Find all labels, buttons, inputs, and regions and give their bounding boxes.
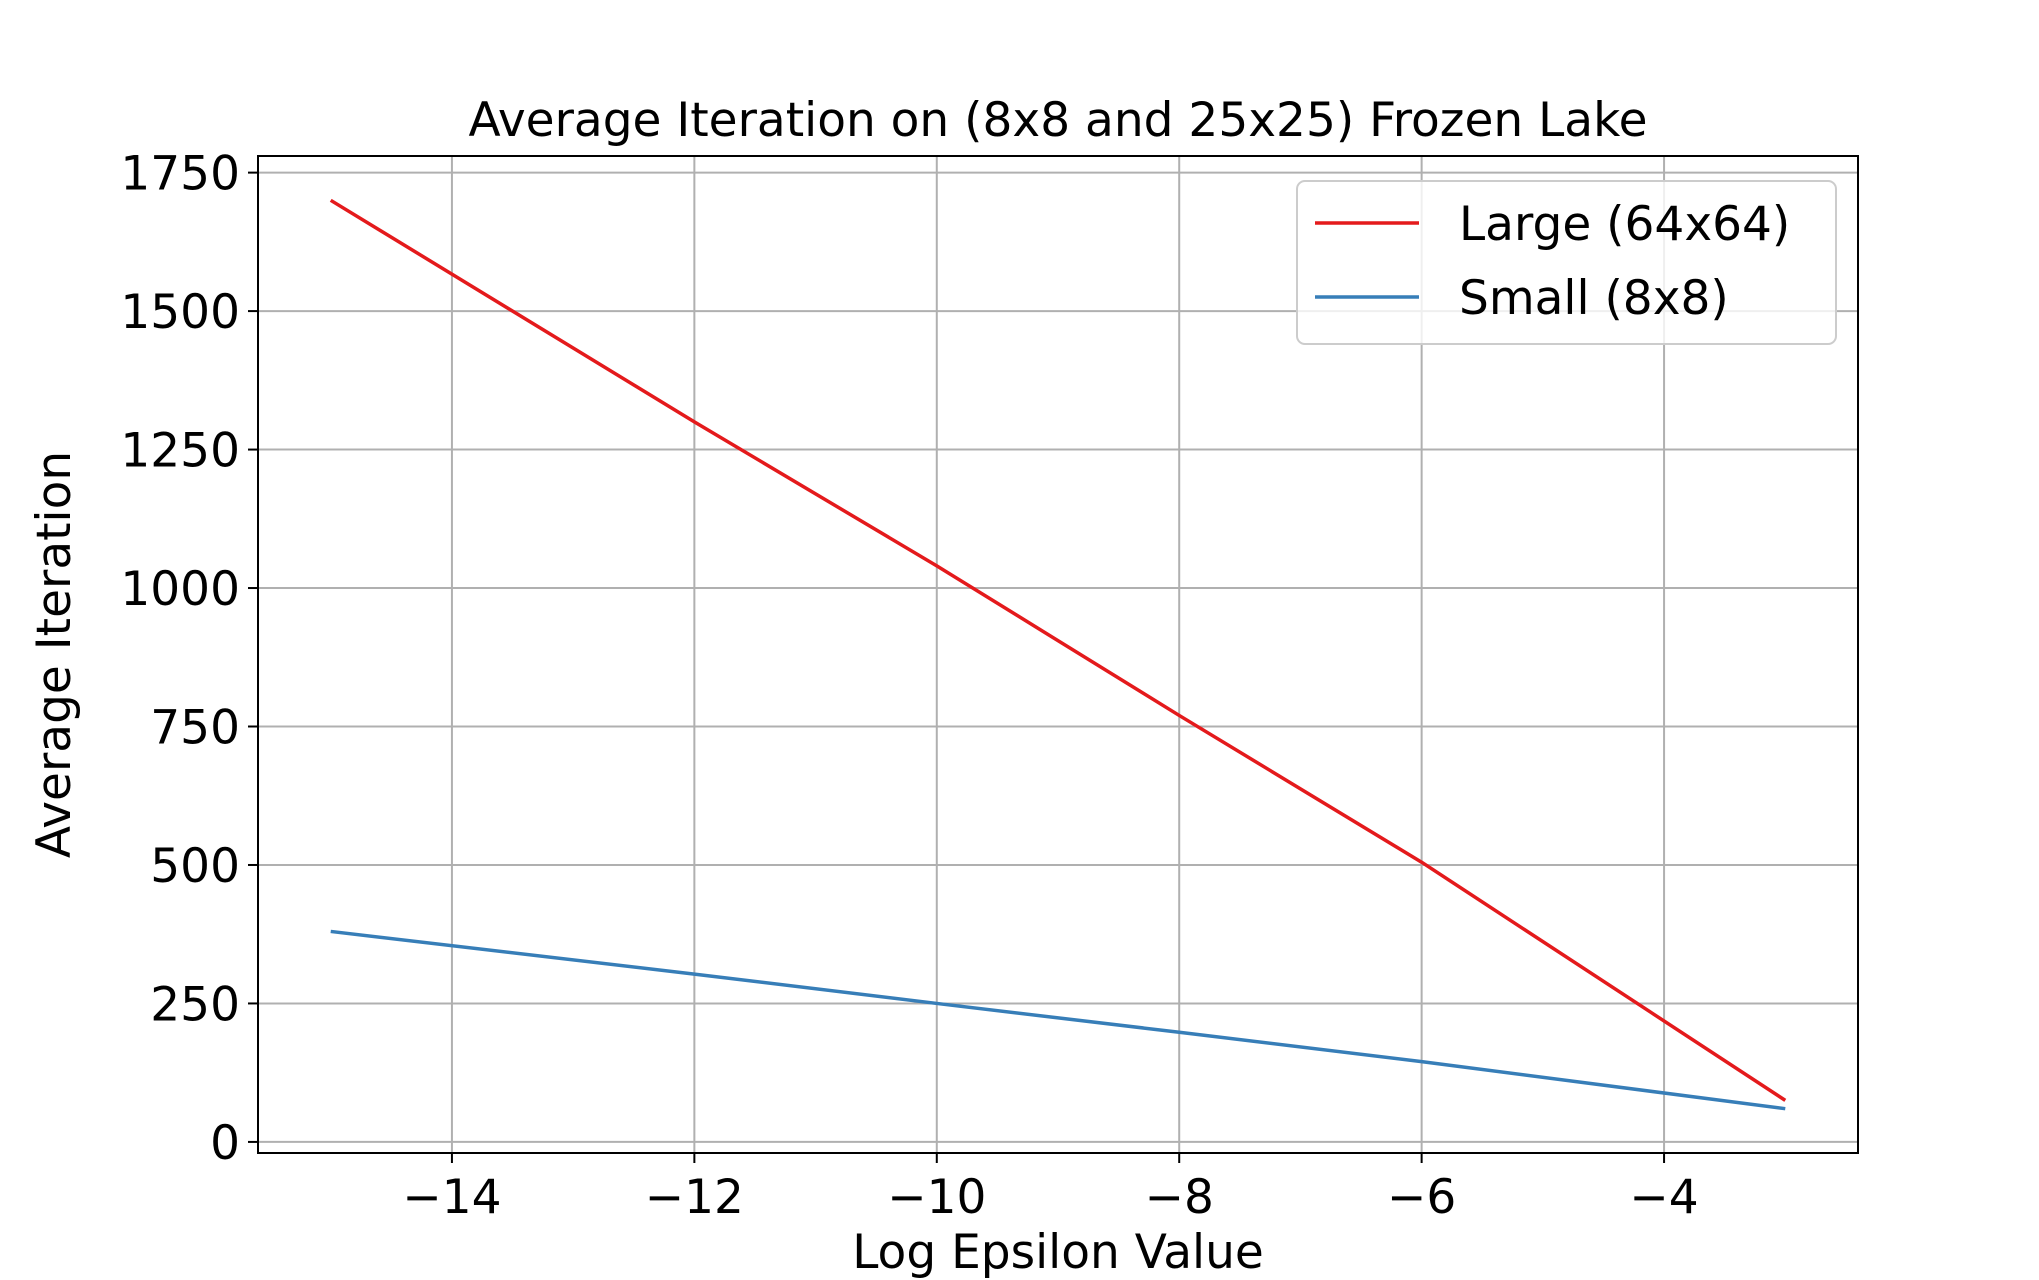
y-tick-label: 500 (150, 839, 240, 894)
legend-label: Large (64x64) (1459, 197, 1790, 252)
y-tick-label: 1750 (120, 147, 240, 202)
x-axis-label: Log Epsilon Value (852, 1225, 1264, 1280)
series-line-small (330, 929, 1786, 1111)
legend: Large (64x64) Small (8x8) (1296, 180, 1837, 345)
y-tick-label: 0 (210, 1116, 240, 1171)
series-line-large (329, 198, 1787, 1102)
x-tick-label: −10 (887, 1170, 986, 1225)
legend-box (1296, 180, 1837, 345)
y-tick-label: 1250 (120, 424, 240, 479)
y-axis-label: Average Iteration (27, 451, 82, 858)
x-tick-label: −8 (1145, 1170, 1214, 1225)
y-tick-label: 1500 (120, 285, 240, 340)
x-tick-label: −12 (645, 1170, 744, 1225)
x-axis: −14 −12 −10 −8 −6 −4 (402, 1153, 1699, 1225)
plot-frame (257, 155, 1859, 1154)
legend-label: Small (8x8) (1459, 271, 1729, 326)
chart-title: Average Iteration on (8x8 and 25x25) Fro… (468, 93, 1647, 148)
series-layer (329, 198, 1787, 1111)
y-axis: 0 250 500 750 1000 1250 1500 1750 (120, 147, 258, 1171)
y-tick-label: 750 (150, 701, 240, 756)
x-tick-label: −14 (402, 1170, 501, 1225)
y-tick-label: 1000 (120, 562, 240, 617)
x-tick-label: −4 (1629, 1170, 1698, 1225)
y-tick-label: 250 (150, 977, 240, 1032)
x-tick-label: −6 (1387, 1170, 1456, 1225)
